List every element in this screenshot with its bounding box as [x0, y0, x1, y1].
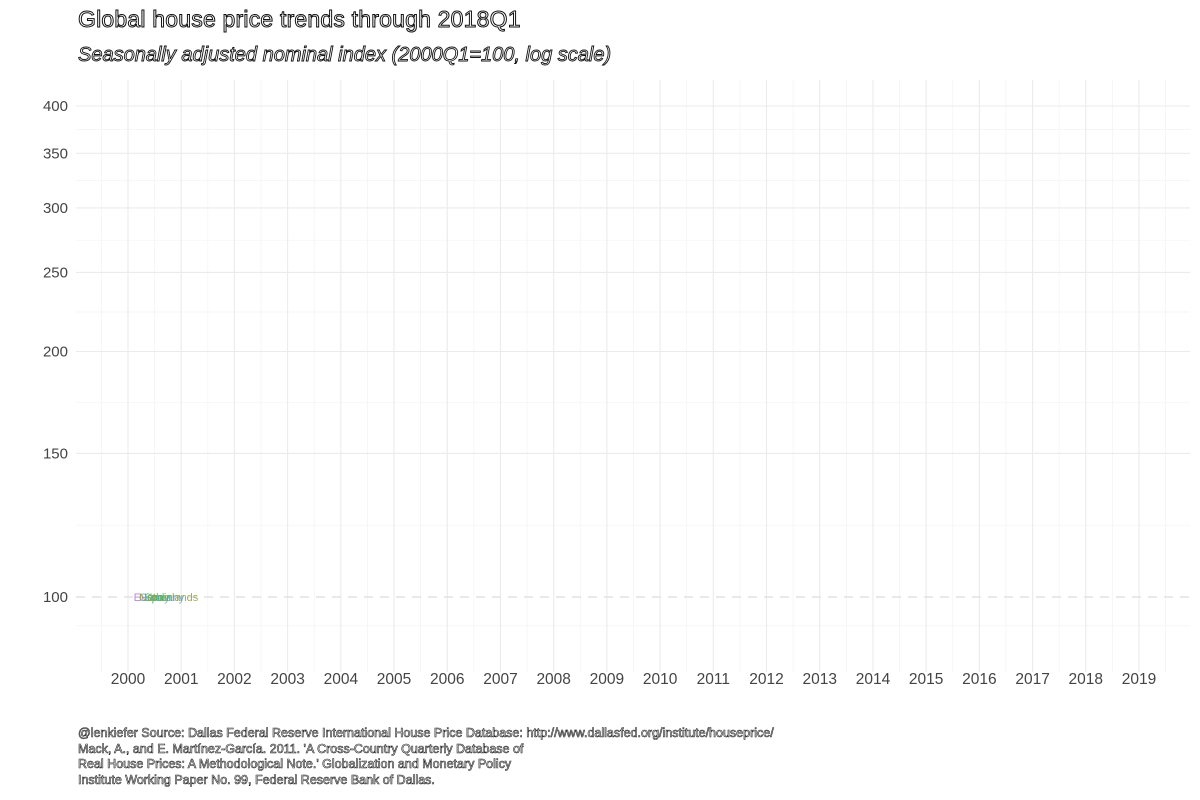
x-tick-label: 2013 — [802, 671, 836, 688]
x-axis-tick-labels: 2000 2001 2002 2003 2004 2005 2006 2007 2008 2009… — [111, 671, 1156, 688]
x-tick-label: 2012 — [749, 671, 783, 688]
x-tick-label: 2001 — [164, 671, 198, 688]
y-tick-label: 250 — [43, 264, 68, 281]
series-label: Netherlands — [139, 592, 199, 604]
x-tick-label: 2007 — [483, 671, 517, 688]
y-tick-label: 200 — [43, 344, 68, 361]
caption-line: Mack, A., and E. Martínez-García. 2011. … — [78, 741, 524, 756]
y-tick-label: 300 — [43, 200, 68, 217]
series-label: Euro — [134, 592, 157, 604]
x-tick-label: 2006 — [430, 671, 464, 688]
x-tick-label: 2015 — [909, 671, 943, 688]
series-label: Italy — [150, 592, 171, 604]
x-tick-label: 2002 — [217, 671, 251, 688]
y-tick-label: 400 — [43, 98, 68, 115]
x-tick-label: 2018 — [1069, 671, 1103, 688]
caption-line: Institute Working Paper No. 99, Federal … — [78, 772, 435, 787]
x-tick-label: 2017 — [1015, 671, 1049, 688]
x-tick-label: 2010 — [643, 671, 678, 688]
caption-line: @lenkiefer Source: Dallas Federal Reserv… — [78, 726, 774, 741]
x-tick-label: 2009 — [590, 671, 624, 688]
y-tick-label: 100 — [43, 589, 68, 606]
chart-subtitle: Seasonally adjusted nominal index (2000Q… — [78, 44, 612, 67]
x-tick-label: 2011 — [697, 671, 730, 688]
x-tick-label: 2019 — [1122, 671, 1156, 688]
minor-gridlines — [76, 80, 1190, 672]
source-caption: @lenkiefer Source: Dallas Federal Reserv… — [78, 726, 774, 788]
chart-title: Global house price trends through 2018Q1 — [78, 6, 522, 33]
x-tick-label: 2000 — [111, 671, 146, 688]
x-tick-label: 2004 — [324, 671, 359, 688]
series-label: Germany — [139, 592, 185, 604]
x-tick-label: 2005 — [377, 671, 411, 688]
caption-line: Real House Prices: A Methodological Note… — [78, 757, 512, 772]
y-axis-tick-labels: 100 150 200 250 300 350 400 — [43, 98, 68, 606]
x-tick-label: 2016 — [962, 671, 996, 688]
x-tick-label: 2008 — [536, 671, 570, 688]
x-tick-label: 2014 — [856, 671, 891, 688]
major-gridlines — [76, 80, 1190, 672]
x-tick-label: 2003 — [270, 671, 304, 688]
y-tick-label: 350 — [43, 145, 68, 162]
y-tick-label: 150 — [43, 445, 68, 462]
series-label: Spain — [144, 592, 172, 604]
